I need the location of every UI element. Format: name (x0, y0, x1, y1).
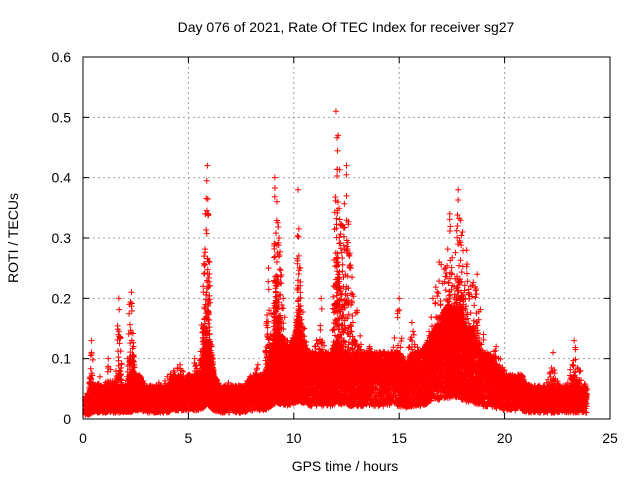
data-point (271, 174, 278, 181)
data-point (276, 235, 283, 241)
data-point (311, 343, 318, 350)
data-point (493, 343, 500, 350)
data-points (82, 108, 590, 418)
data-point (571, 337, 578, 344)
data-point (265, 265, 272, 272)
data-point (480, 331, 487, 338)
data-point (170, 367, 177, 374)
data-point (429, 295, 436, 302)
data-point (96, 373, 103, 380)
data-point (280, 295, 287, 302)
data-point (318, 295, 325, 302)
data-point (343, 162, 350, 169)
data-point (88, 337, 95, 344)
data-point (455, 186, 462, 193)
data-point (396, 295, 403, 302)
data-point (301, 325, 308, 332)
data-point (332, 108, 339, 115)
data-point (254, 361, 261, 368)
data-point (200, 283, 207, 290)
data-point (446, 210, 453, 217)
data-point (474, 271, 481, 278)
data-point (459, 228, 466, 235)
data-point (408, 319, 415, 326)
data-point (295, 186, 302, 193)
data-point (463, 247, 470, 254)
data-point (550, 349, 557, 356)
data-point (543, 379, 550, 386)
data-point (273, 198, 280, 205)
data-point (128, 289, 135, 296)
data-point (115, 295, 122, 302)
data-point (204, 162, 211, 169)
data-point (105, 355, 112, 362)
data-point (206, 259, 213, 266)
